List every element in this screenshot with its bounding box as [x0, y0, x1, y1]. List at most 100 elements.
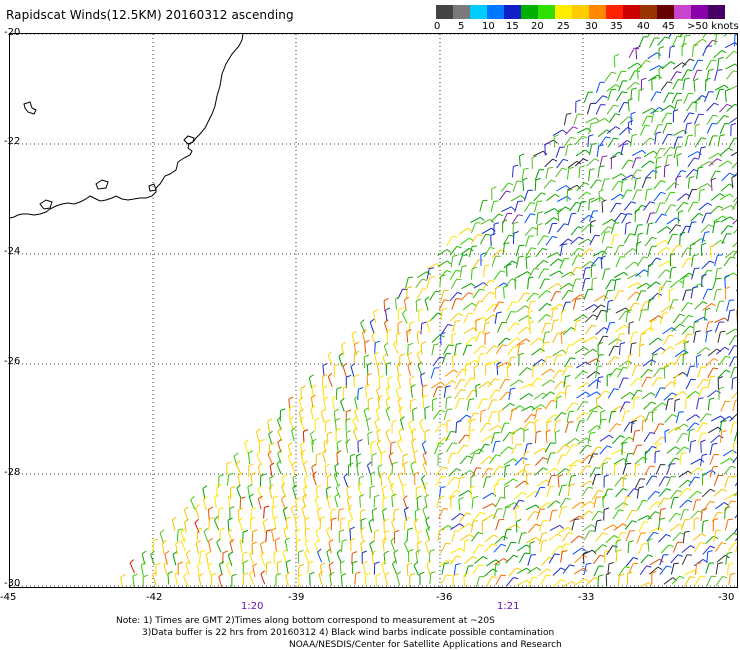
wind-barb [601, 246, 608, 257]
wind-barb-feather [631, 133, 638, 137]
wind-barb-feather [476, 467, 482, 469]
wind-barb [257, 498, 262, 510]
wind-barb-feather [572, 444, 578, 446]
wind-barb [373, 496, 376, 508]
wind-barb [413, 452, 417, 464]
wind-barb-feather [352, 416, 357, 421]
wind-barb-feather [298, 549, 304, 553]
wind-barb [667, 233, 673, 245]
wind-barb [302, 464, 308, 475]
wind-barb [486, 360, 498, 366]
wind-barb-feather [550, 379, 556, 384]
wind-barb [500, 423, 505, 434]
wind-barb-feather [642, 500, 648, 502]
wind-barb-feather [238, 507, 244, 511]
wind-barb [723, 34, 728, 37]
wind-barb [486, 576, 493, 587]
wind-barb [334, 475, 339, 487]
wind-barb [536, 224, 539, 236]
wind-barb-feather [303, 485, 308, 490]
wind-barb-feather [463, 444, 469, 447]
wind-barb-feather [230, 485, 236, 489]
wind-barb-feather [422, 394, 428, 398]
wind-barb-feather [616, 367, 622, 371]
wind-barb [673, 391, 684, 398]
lake-shape [23, 101, 37, 115]
wind-barb [292, 487, 297, 499]
wind-barb-feather [396, 438, 402, 443]
wind-barb [618, 566, 626, 576]
lon-label: -42 [146, 592, 163, 603]
wind-barb [520, 383, 531, 390]
wind-barb [605, 279, 612, 290]
wind-barb-feather [519, 405, 525, 410]
wind-barb-feather [649, 298, 655, 301]
wind-barb-feather [327, 494, 332, 499]
wind-map[interactable] [9, 33, 738, 588]
wind-barb-feather [664, 497, 670, 500]
wind-barb [733, 492, 737, 497]
wind-barb [265, 531, 268, 543]
wind-barb [577, 382, 588, 390]
wind-barb [705, 59, 712, 71]
wind-barb [484, 568, 494, 577]
wind-barb-feather [472, 556, 478, 560]
wind-barb [662, 134, 669, 145]
wind-barb-feather [489, 279, 495, 283]
wind-barb [428, 551, 431, 563]
wind-barb [693, 558, 704, 567]
wind-barb [719, 103, 728, 113]
wind-barb-feather [536, 407, 542, 410]
wind-barb-feather [567, 143, 573, 146]
wind-barb-feather [585, 267, 591, 269]
wind-barb [616, 71, 622, 82]
wind-barb [405, 287, 408, 299]
wind-barb [366, 465, 372, 476]
wind-barb-feather [460, 379, 466, 381]
wind-barb-feather [336, 386, 342, 390]
wind-barb [562, 365, 569, 377]
wind-barb-feather [690, 440, 697, 443]
wind-barb-feather [467, 227, 473, 232]
wind-barb-feather [356, 461, 362, 466]
wind-barb-feather [675, 512, 681, 516]
wind-barb [357, 485, 363, 497]
wind-barb [728, 345, 735, 356]
wind-barb-feather [513, 231, 519, 234]
wind-barb-feather [725, 355, 731, 359]
wind-barb [226, 463, 228, 475]
wind-barb [735, 289, 737, 292]
wind-barb [655, 202, 661, 214]
wind-barb [463, 313, 469, 324]
colorbar-swatch [487, 5, 504, 19]
wind-barb-feather [567, 526, 573, 531]
wind-barb-feather [722, 576, 728, 579]
wind-barb [647, 511, 656, 520]
wind-barb-feather [383, 550, 389, 554]
wind-barb [417, 271, 428, 278]
wind-barb-feather [633, 331, 639, 334]
wind-barb [589, 179, 598, 189]
wind-barb-feather [623, 143, 629, 145]
wind-barb [587, 136, 590, 148]
wind-barb-feather [132, 573, 138, 577]
wind-barb [562, 327, 572, 336]
wind-barb-feather [366, 417, 372, 421]
wind-barb [623, 248, 633, 256]
wind-barb-feather [652, 169, 658, 173]
wind-barb-feather [420, 372, 426, 376]
wind-barb [276, 562, 279, 574]
wind-barb [593, 565, 600, 577]
wind-barb-feather [397, 320, 403, 324]
wind-barb-feather [701, 273, 707, 277]
wind-barb [577, 191, 588, 200]
wind-barb-feather [589, 168, 595, 171]
wind-barb [537, 235, 545, 246]
wind-barb-feather [257, 463, 263, 467]
wind-barb [446, 236, 453, 246]
wind-barb-feather [650, 392, 656, 396]
wind-barb [440, 543, 447, 554]
wind-barb-feather [350, 363, 356, 367]
wind-barb [674, 400, 676, 412]
wind-barb-feather [712, 367, 719, 370]
